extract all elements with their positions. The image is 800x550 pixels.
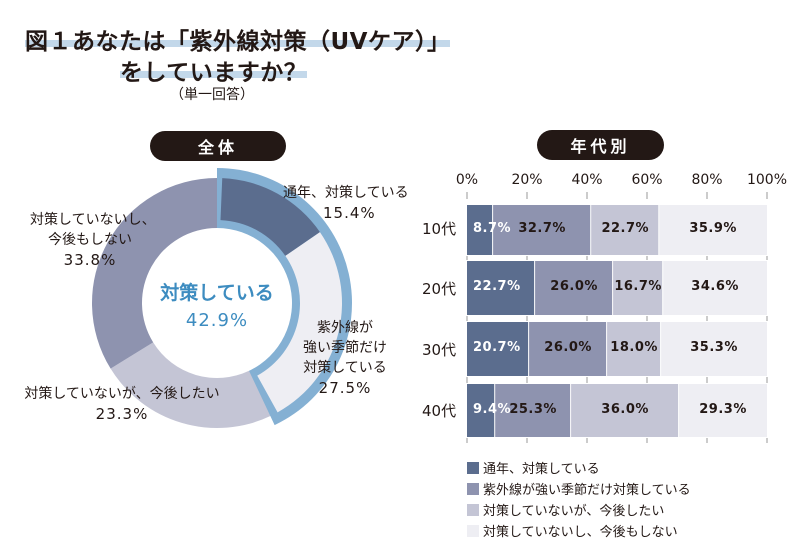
x-tick-label: 20% (511, 172, 543, 188)
x-tick-label: 100% (746, 172, 788, 188)
y-category-label: 20代 (422, 280, 457, 298)
bar-value-label: 26.0% (550, 279, 598, 294)
donut-slice (220, 178, 320, 256)
bar-segment (613, 261, 663, 315)
chart-subtitle: （単一回答） (170, 87, 254, 103)
slice-label-not-planning: 対策していないし、 今後もしない 33.8% (30, 210, 156, 270)
bar-value-label: 34.6% (691, 279, 739, 294)
slice-label-text: 紫外線が (317, 320, 373, 336)
donut-center-label: 対策している (160, 282, 274, 304)
bar-segment (467, 261, 535, 315)
bar-segment (591, 205, 659, 255)
title-text-2: をしていますか？ (120, 60, 308, 86)
legend-label: 対策していないし、今後もしない (483, 525, 678, 540)
slice-value: 15.4% (323, 204, 376, 222)
bar-segment (529, 322, 607, 376)
bar-segment (467, 322, 529, 376)
bar-segment (535, 261, 613, 315)
bar-value-label: 26.0% (544, 340, 592, 355)
bar-value-label: 36.0% (601, 401, 649, 417)
bar-segment (495, 384, 571, 437)
slice-label-text: 対策していないが、今後したい (24, 386, 220, 402)
bar-section-title: 年代別 (537, 130, 664, 160)
y-category-label: 10代 (422, 220, 457, 238)
bar-value-label: 16.7% (614, 279, 662, 294)
legend-swatch-year-round (467, 461, 479, 474)
slice-label-text: 対策している (303, 360, 387, 376)
slice-value: 27.5% (318, 379, 372, 397)
donut-center-value: 42.9% (185, 310, 249, 331)
slice-label-year-round: 通年、対策している 15.4% (283, 183, 423, 223)
slice-value: 23.3% (95, 405, 149, 423)
bar-segment (663, 261, 767, 315)
bar-segment (607, 322, 661, 376)
legend-item: 通年、対策している (467, 457, 691, 478)
legend-swatch-seasonal (467, 482, 479, 495)
bar-segment (467, 205, 493, 255)
legend: 通年、対策している 紫外線が強い季節だけ対策している 対策していないが、今後した… (467, 457, 691, 541)
slice-label-text: 今後もしない (48, 232, 132, 248)
slice-value: 33.8% (63, 251, 117, 269)
bar-segment (659, 205, 767, 255)
x-tick-label: 0% (455, 172, 479, 188)
legend-label: 対策していないが、今後したい (483, 504, 665, 519)
x-tick-label: 60% (631, 172, 663, 188)
legend-item: 対策していないし、今後もしない (467, 520, 691, 541)
chart-title-line-2: をしていますか？ (120, 53, 308, 87)
slice-label-text: 通年、対策している (283, 185, 409, 201)
legend-label: 紫外線が強い季節だけ対策している (483, 483, 691, 498)
bar-value-label: 20.7% (473, 340, 521, 355)
legend-label: 通年、対策している (483, 462, 600, 477)
bar-value-label: 32.7% (518, 221, 566, 236)
slice-label-text: 対策していないし、 (30, 212, 156, 228)
legend-swatch-not-planning (467, 524, 479, 537)
bar-segment (467, 384, 495, 437)
donut-slice (92, 178, 217, 369)
bar-value-label: 35.3% (690, 340, 738, 355)
bar-value-label: 35.9% (689, 221, 737, 236)
bar-value-label: 29.3% (699, 401, 747, 417)
bar-segment (493, 205, 591, 255)
bar-segment (661, 322, 767, 376)
x-tick-label: 40% (571, 172, 603, 188)
x-tick-label: 80% (691, 172, 723, 188)
donut-section-title: 全体 (150, 131, 286, 161)
bar-value-label: 22.7% (601, 221, 650, 236)
donut-slice (257, 232, 342, 413)
title-highlight (25, 40, 451, 47)
bar-value-label: 8.7% (473, 221, 512, 236)
donut-slice (110, 342, 271, 429)
bar-segment (679, 384, 767, 437)
title-highlight (120, 71, 308, 78)
y-category-label: 40代 (422, 402, 457, 420)
legend-item: 対策していないが、今後したい (467, 499, 691, 520)
legend-swatch-want-to (467, 503, 479, 516)
y-category-label: 30代 (422, 341, 457, 359)
legend-item: 紫外線が強い季節だけ対策している (467, 478, 691, 499)
bar-value-label: 22.7% (473, 279, 521, 294)
bar-value-label: 9.4% (473, 401, 512, 417)
slice-label-seasonal: 紫外線が 強い季節だけ 対策している 27.5% (290, 318, 400, 398)
title-text-1: 図１あなたは「紫外線対策（UVケア）」 (25, 29, 451, 55)
bar-value-label: 18.0% (610, 340, 658, 355)
chart-title-line-1: 図１あなたは「紫外線対策（UVケア）」 (25, 22, 451, 56)
bar-value-label: 25.3% (509, 401, 557, 417)
slice-label-text: 強い季節だけ (303, 340, 387, 356)
bar-segment (571, 384, 679, 437)
slice-label-want-to: 対策していないが、今後したい 23.3% (22, 384, 222, 424)
